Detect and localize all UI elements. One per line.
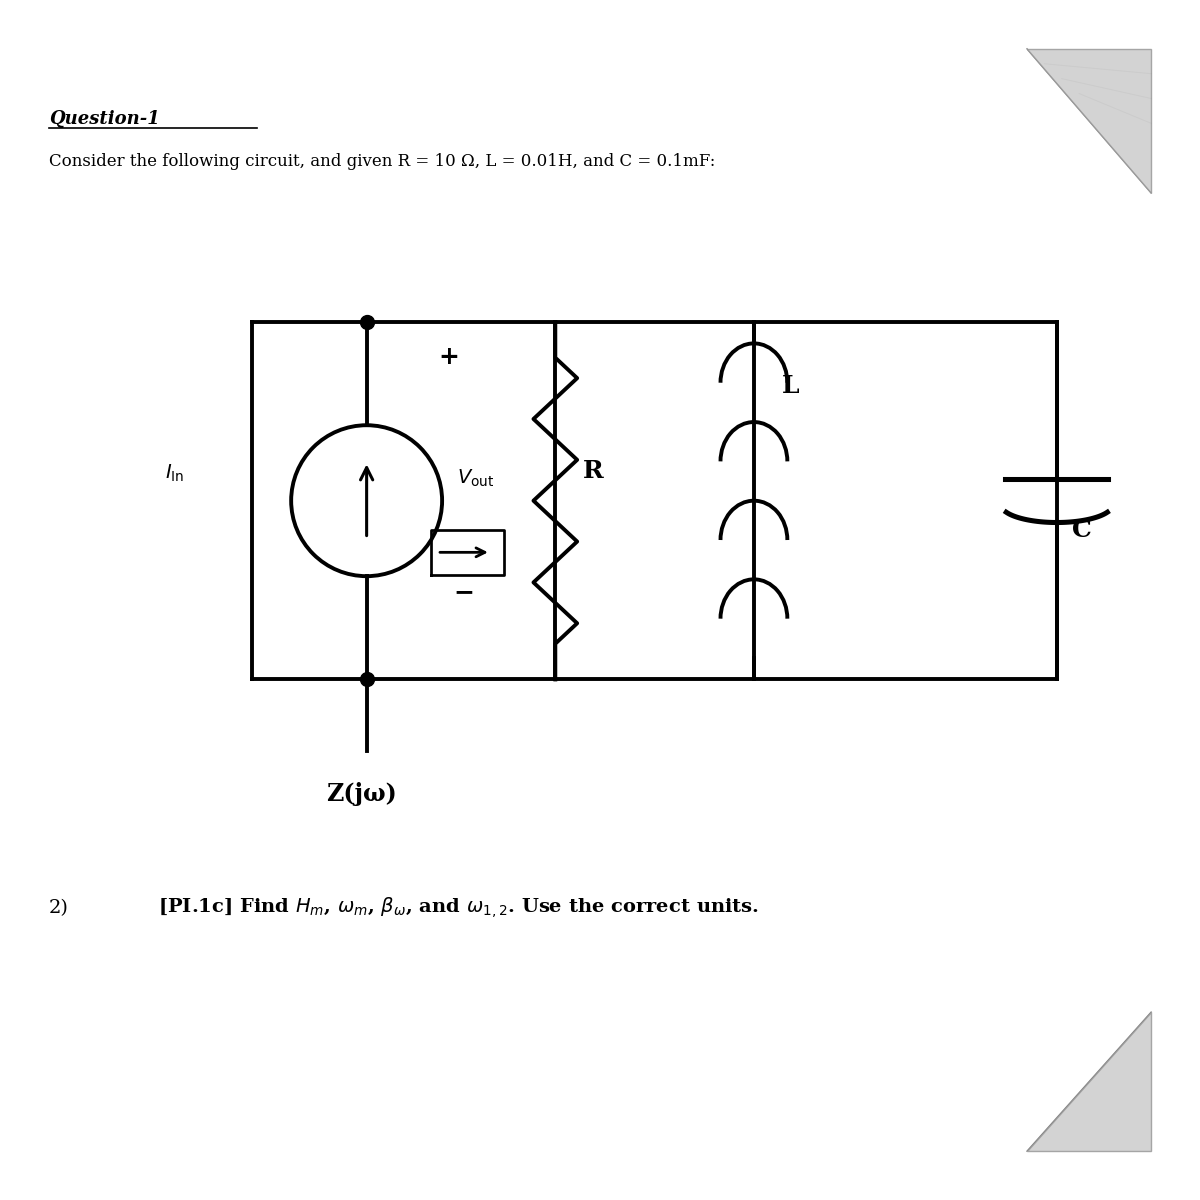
Text: Z(jω): Z(jω) <box>326 781 397 805</box>
Text: Question-1: Question-1 <box>49 110 160 128</box>
Text: $V_{\mathrm{out}}$: $V_{\mathrm{out}}$ <box>457 468 494 490</box>
Text: R: R <box>583 458 604 482</box>
Text: L: L <box>781 374 799 398</box>
Text: Consider the following circuit, and given R = 10 Ω, L = 0.01H, and C = 0.1mF:: Consider the following circuit, and give… <box>49 154 715 170</box>
Text: $I_{\mathrm{In}}$: $I_{\mathrm{In}}$ <box>166 462 185 484</box>
Text: [PI.1c] Find $H_m$, $\omega_m$, $\beta_\omega$, and $\omega_{1,2}$. Use the corr: [PI.1c] Find $H_m$, $\omega_m$, $\beta_\… <box>158 895 760 920</box>
Polygon shape <box>1027 1012 1151 1151</box>
Text: 2): 2) <box>49 899 68 917</box>
Text: C: C <box>1072 518 1092 542</box>
Text: +: + <box>439 344 460 368</box>
Text: −: − <box>454 580 474 604</box>
Polygon shape <box>1027 49 1151 193</box>
